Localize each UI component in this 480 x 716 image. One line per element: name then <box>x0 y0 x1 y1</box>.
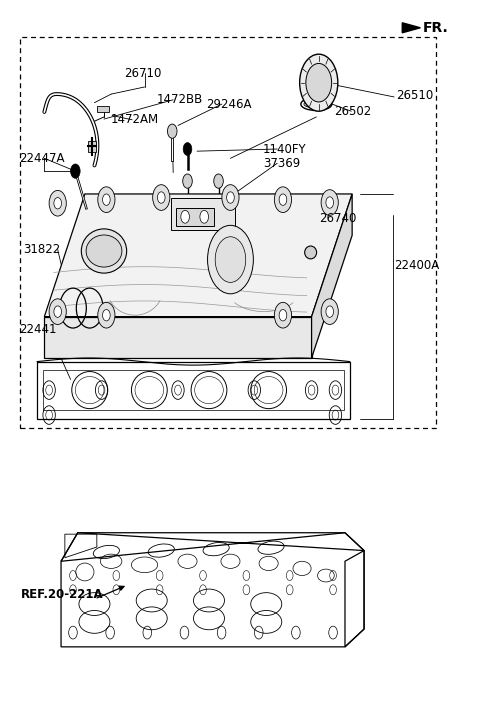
Ellipse shape <box>305 246 317 259</box>
Circle shape <box>49 190 66 216</box>
Circle shape <box>98 187 115 213</box>
Circle shape <box>71 164 80 178</box>
Text: REF.20-221A: REF.20-221A <box>21 589 103 601</box>
Text: 26510: 26510 <box>396 89 434 102</box>
Circle shape <box>103 309 110 321</box>
Bar <box>88 141 96 152</box>
Circle shape <box>279 194 287 205</box>
Circle shape <box>181 211 190 223</box>
Circle shape <box>321 190 338 216</box>
Circle shape <box>157 192 165 203</box>
Ellipse shape <box>86 235 122 267</box>
Circle shape <box>275 187 291 213</box>
Text: FR.: FR. <box>422 21 448 35</box>
Text: 26710: 26710 <box>124 67 162 80</box>
Circle shape <box>207 226 253 294</box>
Polygon shape <box>44 316 312 358</box>
Polygon shape <box>44 194 352 316</box>
Circle shape <box>103 194 110 205</box>
Circle shape <box>279 309 287 321</box>
Polygon shape <box>171 198 235 230</box>
Circle shape <box>183 142 192 155</box>
Circle shape <box>222 185 239 211</box>
Circle shape <box>49 299 66 324</box>
Circle shape <box>326 197 334 208</box>
Circle shape <box>326 306 334 317</box>
Circle shape <box>321 299 338 324</box>
Circle shape <box>306 64 332 102</box>
Ellipse shape <box>81 229 127 273</box>
Polygon shape <box>176 208 214 226</box>
Circle shape <box>300 54 338 111</box>
Circle shape <box>54 306 61 317</box>
Bar <box>97 106 109 112</box>
Text: 22400A: 22400A <box>394 258 439 272</box>
Polygon shape <box>312 194 352 358</box>
Polygon shape <box>402 23 420 33</box>
Circle shape <box>183 174 192 188</box>
Circle shape <box>98 302 115 328</box>
Circle shape <box>200 211 208 223</box>
Text: 1472BB: 1472BB <box>156 93 203 106</box>
Circle shape <box>275 302 291 328</box>
Circle shape <box>227 192 234 203</box>
Text: 22441: 22441 <box>20 323 57 336</box>
Text: 26502: 26502 <box>335 105 372 117</box>
Text: 29246A: 29246A <box>206 97 252 110</box>
Circle shape <box>153 185 170 211</box>
Text: 1140FY: 1140FY <box>263 142 307 155</box>
Bar <box>20 37 436 428</box>
Circle shape <box>168 124 177 138</box>
Text: 37369: 37369 <box>263 157 300 170</box>
Circle shape <box>54 198 61 209</box>
Text: 22447A: 22447A <box>20 152 65 165</box>
Text: 31822: 31822 <box>23 243 60 256</box>
Circle shape <box>214 174 223 188</box>
Circle shape <box>215 237 246 282</box>
Text: 1472AM: 1472AM <box>111 113 159 126</box>
Text: 26740: 26740 <box>319 213 356 226</box>
